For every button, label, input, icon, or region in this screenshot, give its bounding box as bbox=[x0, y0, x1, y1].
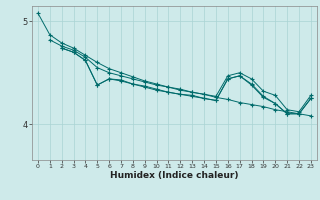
X-axis label: Humidex (Indice chaleur): Humidex (Indice chaleur) bbox=[110, 171, 239, 180]
